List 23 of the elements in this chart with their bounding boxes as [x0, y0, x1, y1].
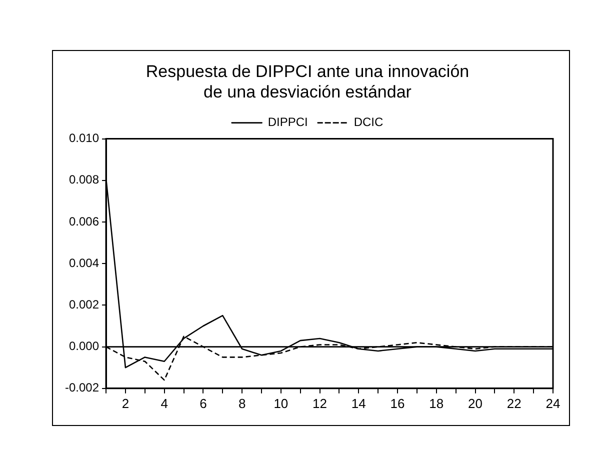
- y-tick-label: 0.006: [68, 214, 100, 228]
- text: Respuesta de DIPPCI ante una innovación: [146, 62, 470, 81]
- y-tick-label: 0.002: [68, 298, 100, 312]
- x-tick-label: 24: [546, 396, 560, 411]
- y-tick-label: 0.008: [68, 172, 100, 187]
- legend-label: DIPPCI: [268, 115, 308, 130]
- x-tick-label: 4: [160, 396, 168, 411]
- x-tick-label: 6: [200, 396, 207, 411]
- text: de una desviación estándar: [204, 82, 412, 102]
- y-tick-label: 0.010: [68, 131, 100, 146]
- x-tick-label: 8: [238, 396, 246, 411]
- x-tick-label: 18: [429, 396, 444, 411]
- legend-label: DCIC: [354, 115, 384, 130]
- y-tick-label: 0.004: [68, 256, 100, 270]
- x-tick-label: 16: [390, 396, 405, 411]
- x-tick-label: 22: [506, 396, 522, 411]
- x-tick-label: 10: [274, 396, 288, 411]
- x-tick-label: 2: [122, 396, 130, 411]
- y-tick-label: 0.000: [68, 339, 100, 354]
- x-tick-label: 12: [312, 396, 328, 411]
- x-tick-label: 14: [351, 396, 366, 411]
- y-tick-label: -0.002: [64, 380, 100, 395]
- x-tick-label: 20: [468, 396, 482, 411]
